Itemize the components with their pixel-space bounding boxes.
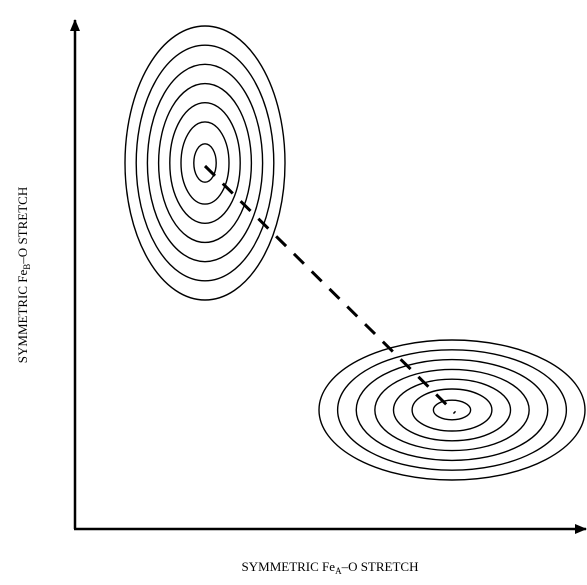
- y-axis-label: SYMMETRIC FeB–O STRETCH: [15, 187, 32, 363]
- contour: [124, 25, 286, 301]
- contour: [193, 143, 217, 183]
- contour: [180, 121, 230, 205]
- reaction-path: [203, 164, 457, 415]
- contour: [169, 102, 241, 224]
- contour: [318, 339, 586, 481]
- contour: [336, 349, 568, 471]
- x-axis-label: SYMMETRIC FeA–O STRETCH: [242, 559, 419, 576]
- contours: [124, 25, 586, 481]
- contour: [432, 399, 472, 421]
- contour: [392, 378, 512, 442]
- contour: [411, 388, 493, 432]
- contour: [135, 44, 275, 282]
- contour: [157, 82, 253, 244]
- contour: [146, 63, 264, 263]
- contour: [355, 358, 549, 462]
- contour: [374, 368, 530, 452]
